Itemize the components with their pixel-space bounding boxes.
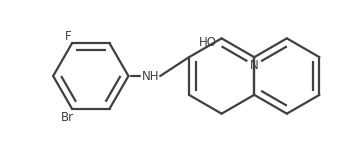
Text: N: N [250, 59, 258, 72]
Text: F: F [65, 30, 71, 43]
Text: Br: Br [60, 111, 74, 124]
Text: HO: HO [199, 36, 217, 49]
Text: NH: NH [141, 70, 159, 83]
